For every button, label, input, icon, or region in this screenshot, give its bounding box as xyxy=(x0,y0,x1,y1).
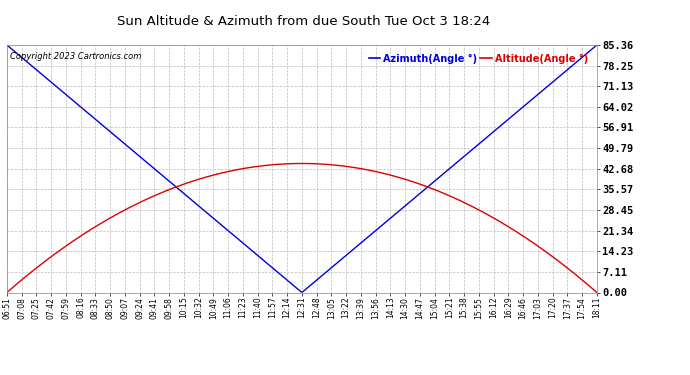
Text: Sun Altitude & Azimuth from due South Tue Oct 3 18:24: Sun Altitude & Azimuth from due South Tu… xyxy=(117,15,490,28)
Legend: Azimuth(Angle °), Altitude(Angle °): Azimuth(Angle °), Altitude(Angle °) xyxy=(365,50,592,68)
Text: Copyright 2023 Cartronics.com: Copyright 2023 Cartronics.com xyxy=(10,53,141,62)
